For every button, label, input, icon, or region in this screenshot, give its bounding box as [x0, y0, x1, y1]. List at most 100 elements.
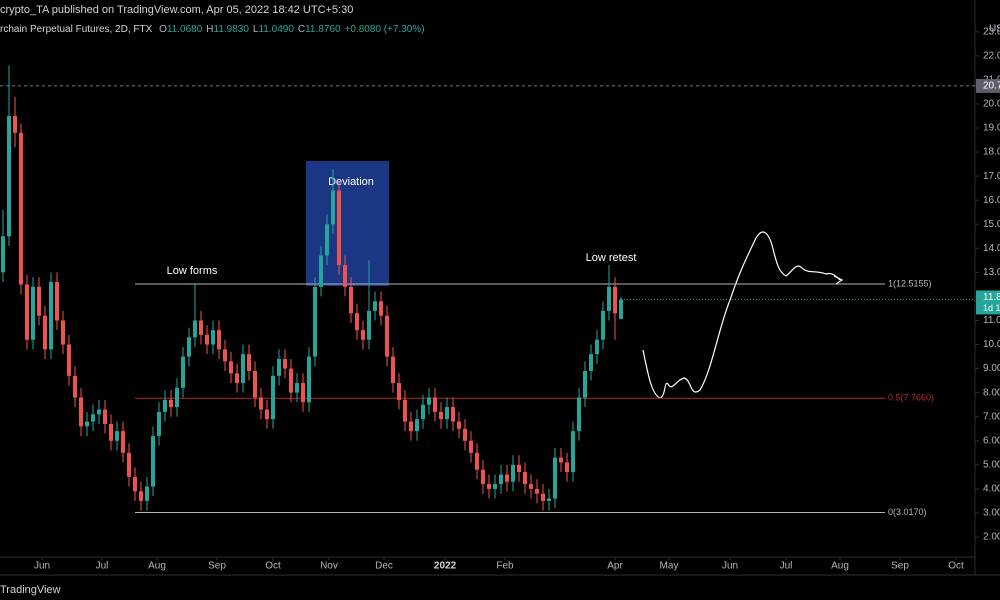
candle-body [37, 286, 41, 316]
projection-drawing [642, 231, 844, 399]
candle-body [145, 486, 149, 501]
candle-body [451, 407, 455, 422]
candle-body [73, 375, 77, 398]
candle-body [133, 476, 137, 492]
ohlc-value: 11.9830 [214, 24, 250, 35]
candle-body [1, 236, 5, 273]
candle-body [379, 301, 383, 316]
ohlc-value: 11.0680 [167, 24, 203, 35]
x-tick-label: Jun [34, 561, 50, 572]
last-price-badge [976, 290, 1000, 315]
y-tick-label: 14.0000 [983, 243, 1000, 254]
candle-body [223, 349, 227, 362]
candle-body [487, 484, 491, 489]
candle-body [109, 423, 113, 441]
symbol: rchain Perpetual Futures, 2D, FTX [0, 24, 153, 35]
publisher: crypto_TA published on TradingView.com, … [0, 4, 353, 16]
marker-label: 20.7 [983, 81, 1000, 92]
level-label: 0(3.0170) [888, 507, 927, 517]
candle-body [115, 431, 119, 441]
candle-body [229, 361, 233, 374]
candle-body [547, 498, 551, 501]
candle-body [469, 440, 473, 453]
candle-body [235, 373, 239, 384]
change: +0.8080 (+7.30%) [345, 24, 425, 35]
candle-body [49, 281, 53, 350]
candle-body [151, 435, 155, 487]
x-tick-label: May [660, 561, 679, 572]
candle-body [163, 399, 167, 412]
candle-body [445, 407, 449, 420]
candle-body [199, 320, 203, 335]
candle-body [25, 284, 29, 340]
ohlc-key: O [159, 24, 167, 35]
candle-body [259, 397, 263, 410]
candle-body [139, 491, 143, 501]
candle-body [397, 383, 401, 400]
candle-body [541, 493, 545, 501]
candle-body [187, 337, 191, 357]
candle-body [607, 286, 611, 311]
candle-body [361, 330, 365, 340]
ohlc-key: C [298, 24, 305, 35]
candle-body [337, 190, 341, 266]
candle-body [481, 469, 485, 485]
candle-body [601, 310, 605, 340]
candle-body [67, 344, 71, 376]
candle-body [493, 484, 497, 489]
candle-body [205, 334, 209, 345]
y-tick-label: 16.0000 [983, 195, 1000, 206]
ohlc-value: 11.8760 [305, 24, 341, 35]
candle-body [517, 464, 521, 473]
candle-body [439, 411, 443, 420]
y-tick-label: 20.0000 [983, 99, 1000, 110]
y-tick-label: 9.0000 [983, 363, 1000, 374]
y-tick-label: 4.0000 [983, 484, 1000, 495]
annotation: Deviation [328, 176, 374, 188]
candle-body [43, 315, 47, 350]
x-tick-label: Apr [607, 561, 623, 572]
y-tick-label: 23.0000 [983, 26, 1000, 37]
candle-body [535, 488, 539, 494]
candle-body [319, 255, 323, 287]
candle-body [565, 462, 569, 473]
candle-body [343, 265, 347, 287]
candle-body [385, 315, 389, 357]
candle-body [403, 399, 407, 422]
candle-body [523, 472, 527, 485]
marker-badge [976, 78, 1000, 93]
candle-body [391, 356, 395, 384]
x-tick-label: Sep [208, 561, 226, 572]
y-tick-label: 18.0000 [983, 147, 1000, 158]
candle-body [595, 339, 599, 355]
candle-body [121, 431, 125, 453]
candle-body [91, 414, 95, 422]
y-tick-label: 15.0000 [983, 219, 1000, 230]
candle-body [217, 330, 221, 350]
candle-body [529, 484, 533, 489]
candle-body [85, 421, 89, 427]
candle-body [295, 383, 299, 393]
candle-body [499, 474, 503, 485]
candle-body [511, 464, 515, 482]
candle-body [427, 397, 431, 405]
candle-body [181, 356, 185, 388]
ohlc-value: 11.0490 [258, 24, 294, 35]
candle-body [283, 358, 287, 369]
symbol-legend: rchain Perpetual Futures, 2D, FTX O11.06… [0, 24, 425, 35]
candle-body [559, 457, 563, 463]
x-tick-label: Jun [722, 561, 738, 572]
ohlc-key: H [206, 24, 213, 35]
candle-body [7, 115, 11, 237]
y-tick-label: 13.0000 [983, 267, 1000, 278]
candle-body [505, 474, 509, 482]
candle-body [97, 409, 101, 415]
candle-body [175, 387, 179, 408]
candle-body [169, 399, 173, 408]
x-tick-label: Dec [375, 561, 393, 572]
candle-body [613, 286, 617, 314]
candle-body [373, 301, 377, 311]
countdown: 1d 1 [983, 303, 1000, 313]
